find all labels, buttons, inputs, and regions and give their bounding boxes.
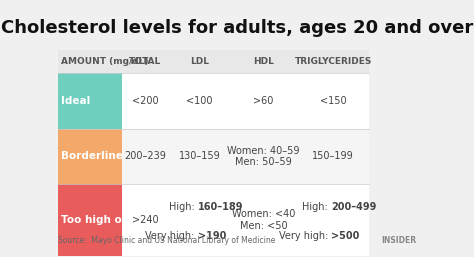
Text: TOTAL: TOTAL	[129, 57, 162, 66]
Bar	[122, 128, 169, 185]
Text: Borderline: Borderline	[61, 151, 123, 161]
Text: TRIGLYCERIDES: TRIGLYCERIDES	[294, 57, 372, 66]
Text: <200: <200	[132, 96, 159, 106]
Text: 200–499: 200–499	[331, 202, 377, 212]
Bar	[122, 72, 169, 128]
Bar	[57, 50, 122, 72]
Text: <100: <100	[186, 96, 213, 106]
Text: Very high:: Very high:	[145, 231, 198, 241]
Text: Women: 40–59
Men: 50–59: Women: 40–59 Men: 50–59	[228, 146, 300, 167]
Bar	[230, 50, 298, 72]
Text: Very high:: Very high:	[279, 231, 331, 241]
Text: LDL: LDL	[190, 57, 209, 66]
Text: Source:  Mayo Clinic and US National Library of Medicine: Source: Mayo Clinic and US National Libr…	[57, 236, 275, 245]
Bar	[230, 72, 298, 128]
Text: 160–189: 160–189	[198, 202, 243, 212]
Bar	[230, 185, 298, 256]
Text: >190: >190	[198, 231, 226, 241]
Bar	[122, 185, 169, 256]
Bar	[169, 50, 230, 72]
Bar	[57, 72, 122, 128]
Text: Too high or low: Too high or low	[61, 215, 151, 225]
Text: 150–199: 150–199	[312, 151, 354, 161]
Text: >500: >500	[331, 231, 360, 241]
Bar	[122, 50, 169, 72]
Bar	[169, 185, 230, 256]
Bar	[298, 128, 369, 185]
Text: >240: >240	[132, 215, 159, 225]
Text: <150: <150	[320, 96, 346, 106]
Bar	[298, 185, 369, 256]
Text: Cholesterol levels for adults, ages 20 and over: Cholesterol levels for adults, ages 20 a…	[1, 19, 473, 37]
Text: HDL: HDL	[253, 57, 274, 66]
Bar	[298, 72, 369, 128]
Bar	[169, 128, 230, 185]
Text: High:: High:	[169, 202, 198, 212]
Text: 200–239: 200–239	[125, 151, 166, 161]
Text: AMOUNT (mg/dL): AMOUNT (mg/dL)	[61, 57, 149, 66]
Text: 130–159: 130–159	[179, 151, 220, 161]
Bar	[298, 50, 369, 72]
Text: Women: <40
Men: <50: Women: <40 Men: <50	[232, 209, 295, 231]
Text: INSIDER: INSIDER	[382, 236, 417, 245]
Text: Ideal: Ideal	[61, 96, 91, 106]
Bar	[169, 72, 230, 128]
Bar	[57, 185, 122, 256]
Text: >60: >60	[254, 96, 274, 106]
Bar	[57, 128, 122, 185]
Text: High:: High:	[302, 202, 331, 212]
Bar	[230, 128, 298, 185]
